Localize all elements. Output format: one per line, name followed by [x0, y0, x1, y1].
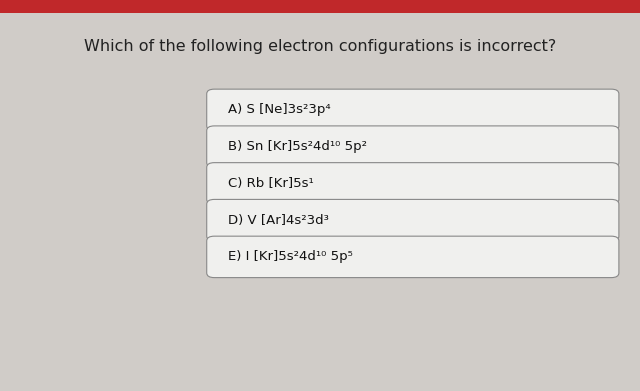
Text: E) I [Kr]5s²4d¹⁰ 5p⁵: E) I [Kr]5s²4d¹⁰ 5p⁵ — [228, 250, 353, 264]
Text: D) V [Ar]4s²3d³: D) V [Ar]4s²3d³ — [228, 213, 330, 227]
FancyBboxPatch shape — [207, 126, 619, 167]
Text: B) Sn [Kr]5s²4d¹⁰ 5p²: B) Sn [Kr]5s²4d¹⁰ 5p² — [228, 140, 367, 153]
FancyBboxPatch shape — [207, 236, 619, 278]
FancyBboxPatch shape — [207, 89, 619, 131]
Text: Which of the following electron configurations is incorrect?: Which of the following electron configur… — [84, 39, 556, 54]
Text: A) S [Ne]3s²3p⁴: A) S [Ne]3s²3p⁴ — [228, 103, 331, 117]
FancyBboxPatch shape — [207, 163, 619, 204]
FancyBboxPatch shape — [207, 199, 619, 241]
Text: C) Rb [Kr]5s¹: C) Rb [Kr]5s¹ — [228, 177, 314, 190]
